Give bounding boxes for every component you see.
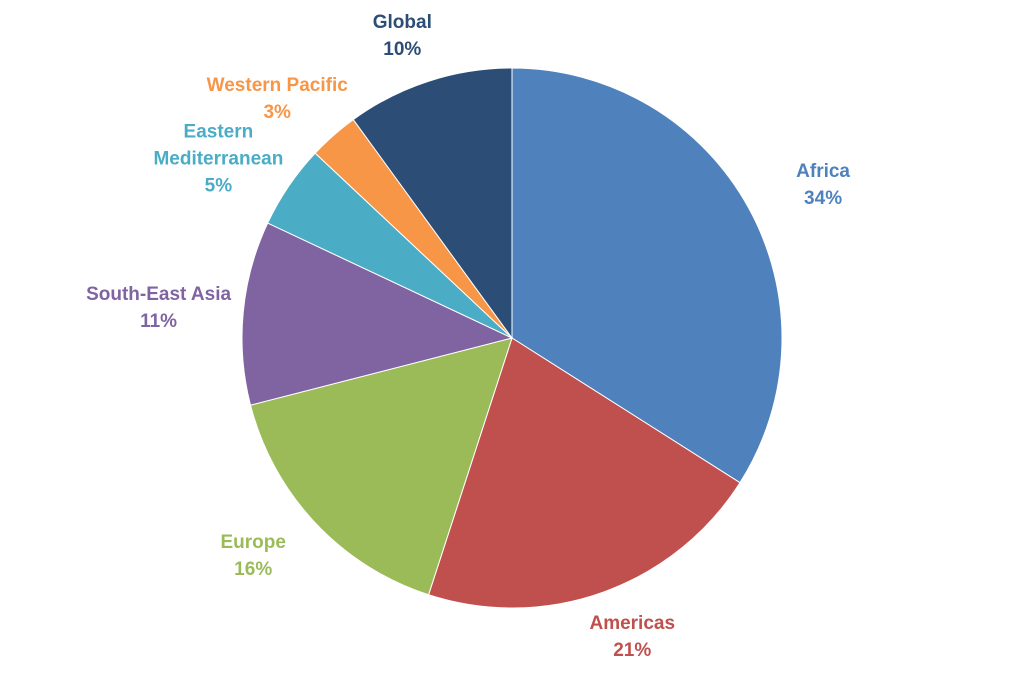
category-name: Africa (796, 160, 851, 182)
percent-label: 5% (204, 175, 233, 197)
category-name: Western Pacific (206, 75, 348, 97)
pie-slice (511, 67, 783, 484)
slice-label: Western Pacific 3% (207, 72, 348, 126)
slice-label: Africa 34% (796, 158, 850, 212)
percent-label: 21% (613, 640, 652, 662)
slice-label: Americas 21% (589, 610, 675, 664)
pie-slice (241, 222, 514, 406)
pie-slice (352, 67, 513, 340)
pie-slice (249, 337, 513, 596)
slice-label: South-East Asia 11% (86, 281, 231, 335)
category-name: Europe (220, 531, 286, 553)
percent-label: 3% (263, 102, 291, 124)
category-name: South-East Asia (86, 284, 232, 306)
slice-label: Global 10% (373, 9, 432, 63)
slice-label: Europe 16% (220, 529, 285, 583)
slice-label: Eastern Mediterranean 5% (129, 119, 307, 200)
percent-label: 10% (383, 38, 422, 60)
category-name: Eastern Mediterranean (153, 121, 284, 170)
category-name: Americas (589, 613, 676, 635)
percent-label: 34% (804, 187, 843, 209)
percent-label: 16% (234, 558, 273, 580)
category-name: Global (372, 11, 432, 33)
pie-slice (427, 337, 741, 609)
percent-label: 11% (140, 311, 178, 333)
